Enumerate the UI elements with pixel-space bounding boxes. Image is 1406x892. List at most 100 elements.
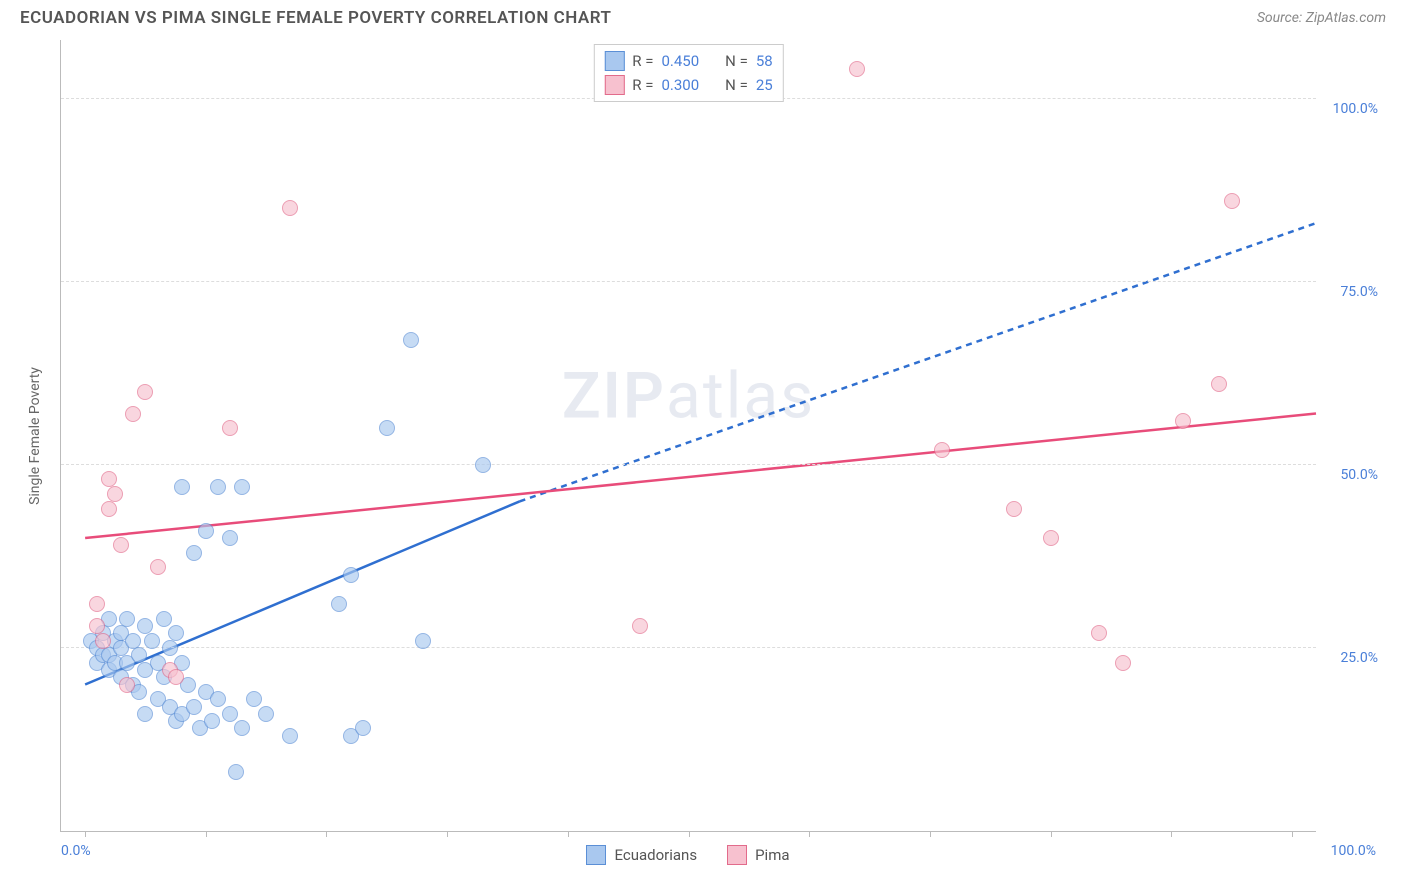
data-point (1175, 413, 1191, 429)
x-tick (206, 831, 207, 837)
y-tick-label: 50.0% (1340, 467, 1378, 483)
data-point (186, 699, 202, 715)
data-point (258, 706, 274, 722)
trend-lines-layer (61, 40, 1316, 831)
x-tick (1051, 831, 1052, 837)
data-point (210, 691, 226, 707)
x-tick (568, 831, 569, 837)
data-point (198, 523, 214, 539)
data-point (101, 471, 117, 487)
legend-swatch (604, 51, 624, 71)
data-point (1115, 655, 1131, 671)
data-point (95, 633, 111, 649)
data-point (89, 596, 105, 612)
data-point (125, 633, 141, 649)
gridline (61, 647, 1316, 648)
x-tick (1292, 831, 1293, 837)
y-tick-label: 100.0% (1333, 101, 1378, 117)
data-point (1224, 193, 1240, 209)
gridline (61, 281, 1316, 282)
x-tick (1171, 831, 1172, 837)
source-label: Source: ZipAtlas.com (1257, 10, 1386, 26)
y-axis-label: Single Female Poverty (27, 367, 43, 505)
data-point (632, 618, 648, 634)
data-point (131, 647, 147, 663)
x-tick (326, 831, 327, 837)
legend-label: Pima (755, 846, 789, 864)
data-point (234, 479, 250, 495)
legend-n-label: N = (725, 52, 748, 70)
data-point (162, 640, 178, 656)
y-tick-label: 25.0% (1340, 650, 1378, 666)
data-point (415, 633, 431, 649)
data-point (849, 61, 865, 77)
data-point (222, 706, 238, 722)
data-point (137, 384, 153, 400)
data-point (355, 720, 371, 736)
data-point (113, 537, 129, 553)
data-point (150, 559, 166, 575)
data-point (125, 406, 141, 422)
data-point (137, 618, 153, 634)
legend-label: Ecuadorians (614, 846, 697, 864)
data-point (246, 691, 262, 707)
legend-swatch (727, 845, 747, 865)
chart-container: Single Female Poverty ZIPatlas R = 0.450 N… (20, 40, 1386, 872)
data-point (168, 669, 184, 685)
data-point (101, 501, 117, 517)
data-point (119, 677, 135, 693)
legend-series: Ecuadorians Pima (60, 838, 1316, 872)
legend-item: Pima (727, 845, 789, 865)
chart-title: ECUADORIAN VS PIMA SINGLE FEMALE POVERTY… (20, 8, 611, 28)
data-point (282, 200, 298, 216)
legend-r-value: 0.300 (661, 76, 699, 94)
legend-swatch (604, 75, 624, 95)
x-tick (447, 831, 448, 837)
data-point (379, 420, 395, 436)
legend-n-label: N = (725, 76, 748, 94)
legend-stat-row: R = 0.450 N = 58 (604, 49, 772, 73)
data-point (403, 332, 419, 348)
y-tick-label: 75.0% (1340, 284, 1378, 300)
data-point (1043, 530, 1059, 546)
data-point (222, 530, 238, 546)
legend-stat-row: R = 0.300 N = 25 (604, 73, 772, 97)
x-tick (809, 831, 810, 837)
data-point (282, 728, 298, 744)
x-tick-label: 100.0% (1331, 843, 1376, 859)
x-tick (85, 831, 86, 837)
legend-n-value: 25 (756, 76, 773, 94)
watermark: ZIPatlas (562, 358, 815, 433)
data-point (107, 486, 123, 502)
data-point (119, 611, 135, 627)
legend-n-value: 58 (756, 52, 773, 70)
data-point (156, 611, 172, 627)
legend-item: Ecuadorians (586, 845, 697, 865)
legend-swatch (586, 845, 606, 865)
data-point (475, 457, 491, 473)
x-tick (930, 831, 931, 837)
data-point (1006, 501, 1022, 517)
data-point (168, 625, 184, 641)
data-point (204, 713, 220, 729)
data-point (228, 764, 244, 780)
data-point (1091, 625, 1107, 641)
data-point (174, 479, 190, 495)
data-point (222, 420, 238, 436)
data-point (934, 442, 950, 458)
data-point (210, 479, 226, 495)
legend-r-label: R = (632, 52, 653, 70)
data-point (137, 706, 153, 722)
legend-stats: R = 0.450 N = 58 R = 0.300 N = 25 (593, 44, 783, 102)
trend-line (520, 223, 1316, 501)
plot-area: ZIPatlas R =0.450N =58R =0.300N =25 25.0… (60, 40, 1316, 832)
legend-r-label: R = (632, 76, 653, 94)
data-point (186, 545, 202, 561)
data-point (1211, 376, 1227, 392)
gridline (61, 464, 1316, 465)
data-point (89, 618, 105, 634)
data-point (331, 596, 347, 612)
data-point (234, 720, 250, 736)
data-point (144, 633, 160, 649)
legend-r-value: 0.450 (661, 52, 699, 70)
